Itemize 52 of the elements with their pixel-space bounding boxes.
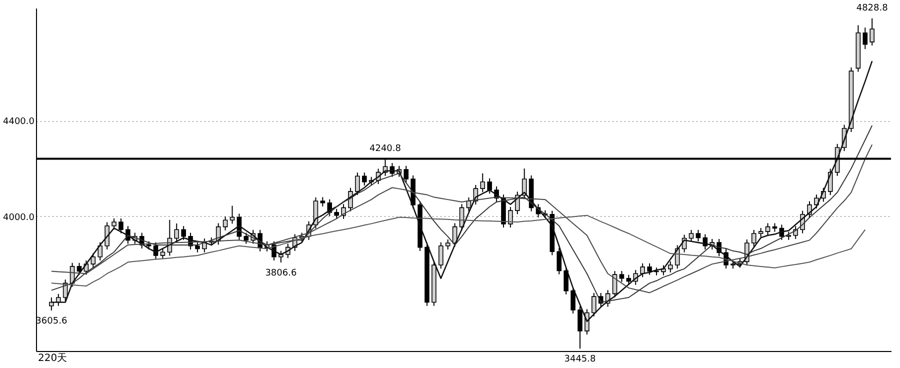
y-tick-label: 4400.0 <box>3 117 35 128</box>
candlestick <box>570 286 576 314</box>
line-series <box>50 144 873 294</box>
candlestick <box>668 260 673 273</box>
candlestick <box>765 222 770 236</box>
candlestick <box>626 274 632 286</box>
candlestick <box>195 242 200 253</box>
candlestick <box>522 168 527 200</box>
candlestick <box>334 208 339 220</box>
annotation: 4828.8 <box>856 3 888 14</box>
annotation: 3445.8 <box>564 354 596 365</box>
candlestick <box>688 229 694 242</box>
candlestick <box>696 229 701 242</box>
candlestick <box>870 18 874 46</box>
line-series <box>50 125 873 303</box>
candlestick <box>508 206 513 228</box>
y-tick-label: 4000.0 <box>3 212 35 223</box>
candlestick <box>174 222 180 242</box>
candlestick <box>556 248 562 275</box>
candlestick <box>619 270 624 282</box>
candlestick <box>445 238 450 250</box>
annotation: 3605.6 <box>36 316 68 326</box>
candlestick <box>320 196 326 207</box>
candlestick <box>90 252 96 268</box>
candlestick <box>404 165 409 184</box>
candlestick <box>758 227 764 238</box>
candlestick <box>592 292 596 317</box>
candlestick <box>118 218 124 234</box>
candlestick <box>98 242 103 261</box>
annotation: 4240.8 <box>370 144 402 154</box>
candlestick <box>578 306 582 350</box>
annotation: 3806.6 <box>265 268 297 278</box>
candlestick <box>640 262 645 278</box>
candlestick <box>181 226 186 240</box>
candlestick <box>355 172 360 196</box>
candlestick <box>112 218 116 230</box>
candlestick <box>862 27 868 50</box>
candlestick <box>438 242 444 270</box>
candlestick <box>230 205 235 224</box>
candlestick <box>647 262 652 276</box>
candlestick <box>222 216 228 231</box>
candlestick <box>564 266 568 295</box>
candlestick <box>480 172 486 193</box>
candlestick <box>104 222 110 250</box>
text: 220天 <box>38 353 68 364</box>
candlestick <box>362 172 367 186</box>
candlestick <box>160 248 166 260</box>
candlestick <box>751 229 756 248</box>
candlestick <box>278 250 284 263</box>
candlestick <box>487 178 492 194</box>
candlestick <box>244 232 249 244</box>
candlestick <box>49 296 54 311</box>
